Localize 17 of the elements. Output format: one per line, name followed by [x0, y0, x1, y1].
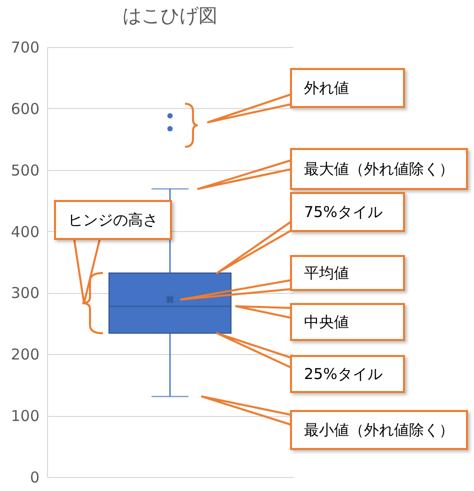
callout-box: ヒンジの高さ [54, 200, 172, 240]
y-tick-label: 0 [30, 468, 40, 486]
y-tick-label: 500 [10, 161, 40, 180]
y-tick-label: 600 [10, 100, 40, 118]
callout-box: 75%タイル [290, 192, 405, 232]
y-tick-label: 300 [10, 284, 40, 302]
y-tick-label: 200 [10, 346, 40, 364]
callout-box: 最大値（外れ値除く） [290, 148, 468, 190]
y-tick-label: 100 [10, 407, 40, 426]
chart-title: はこひげ図 [122, 5, 218, 27]
callout-box: 最小値（外れ値除く） [290, 410, 468, 450]
callout-box: 中央値 [290, 303, 405, 341]
callout-box: 25%タイル [290, 355, 405, 393]
callout-box: 外れ値 [290, 68, 405, 108]
y-tick-label: 700 [10, 38, 40, 56]
callout-box: 平均値 [290, 255, 405, 291]
y-tick-label: 400 [10, 222, 40, 241]
